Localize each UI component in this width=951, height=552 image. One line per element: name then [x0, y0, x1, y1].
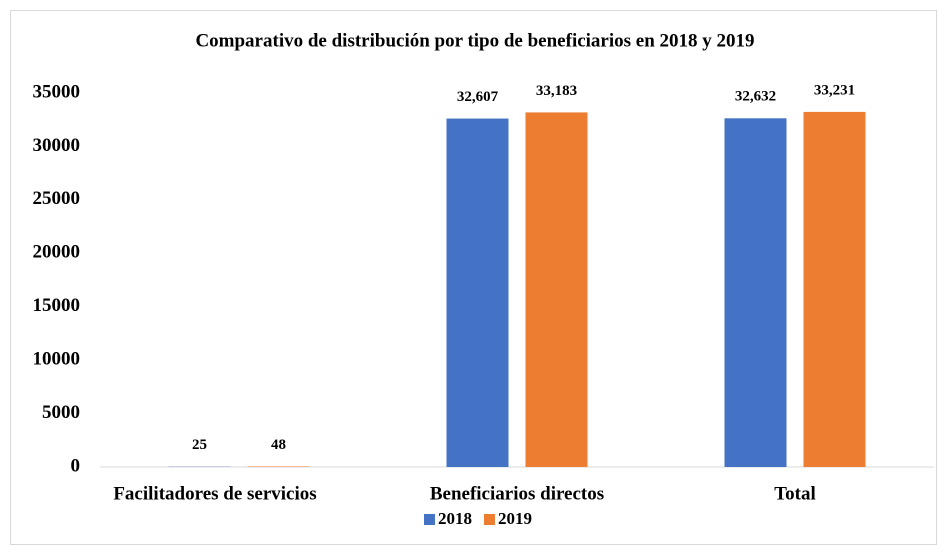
value-label: 33,183	[536, 83, 577, 99]
y-tick-label: 10000	[33, 349, 81, 370]
y-tick-label: 5000	[42, 402, 80, 423]
value-label: 48	[271, 437, 286, 453]
y-tick-label: 15000	[33, 295, 81, 316]
y-tick-label: 20000	[33, 242, 81, 263]
y-tick-label: 35000	[33, 81, 81, 102]
value-label: 33,231	[814, 82, 855, 98]
y-tick-label: 0	[71, 455, 81, 476]
x-tick-label: Total	[774, 483, 816, 504]
legend-swatch	[484, 514, 495, 525]
bar	[247, 466, 310, 467]
bar	[724, 118, 787, 467]
bar	[446, 118, 509, 467]
chart-title: Comparativo de distribución por tipo de …	[195, 30, 754, 51]
value-label: 25	[192, 437, 207, 453]
bar	[525, 112, 588, 467]
legend-label: 2019	[498, 509, 532, 528]
bar	[803, 111, 866, 468]
y-tick-label: 25000	[33, 188, 81, 209]
legend-label: 2018	[438, 509, 472, 528]
x-tick-label: Facilitadores de servicios	[113, 483, 316, 504]
y-tick-label: 30000	[33, 135, 81, 156]
value-label: 32,632	[735, 89, 776, 105]
legend-swatch	[424, 514, 435, 525]
x-tick-label: Beneficiarios directos	[430, 483, 604, 504]
value-label: 32,607	[457, 89, 499, 105]
